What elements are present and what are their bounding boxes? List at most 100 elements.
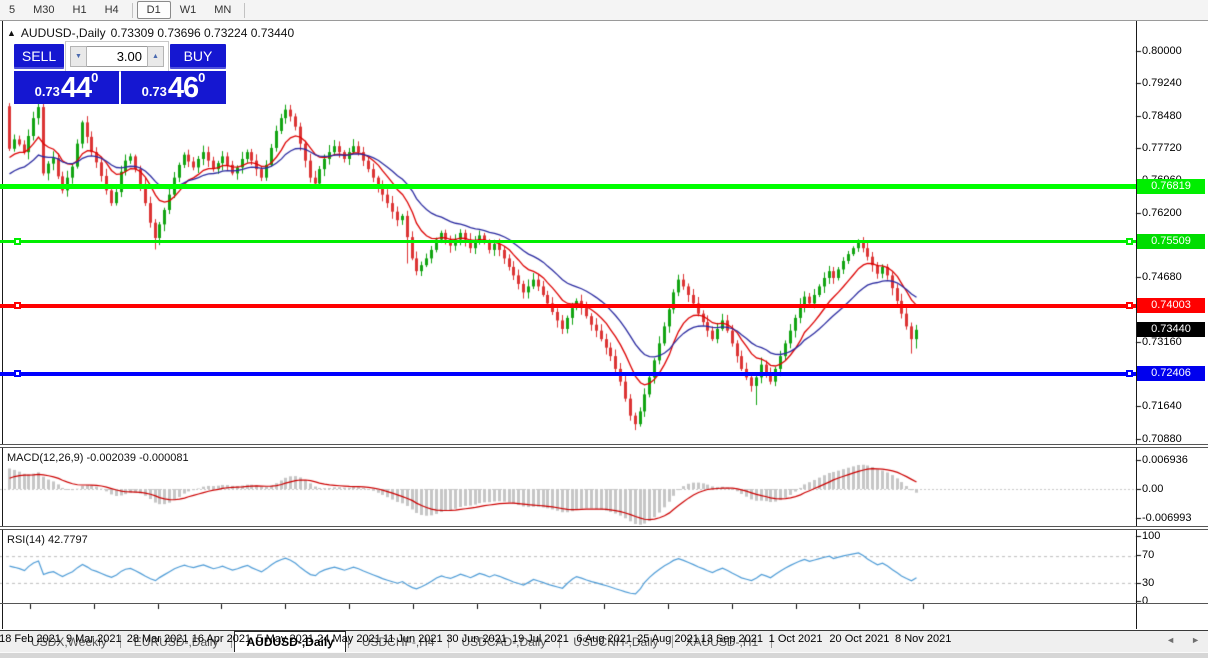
- horizontal-level-line-0.72406[interactable]: [0, 371, 1136, 376]
- tab-usdx-weekly[interactable]: USDX,Weekly: [31, 635, 107, 649]
- level-price-label: 0.74003: [1137, 298, 1205, 314]
- date-axis-label: 28 Mar 2021: [126, 633, 189, 645]
- tab-separator: [671, 635, 673, 648]
- volume-input[interactable]: [87, 46, 147, 67]
- tab-separator: [447, 635, 449, 648]
- timeframe-button-w1[interactable]: W1: [179, 3, 197, 16]
- tab-eurusd-daily[interactable]: EURUSD-,Daily: [133, 635, 219, 649]
- rsi-indicator-label: RSI(14) 42.7797: [7, 534, 88, 546]
- buy-button[interactable]: BUY: [170, 44, 226, 69]
- rsi-value: 42.7797: [47, 534, 88, 546]
- horizontal-level-line-0.74003[interactable]: [0, 303, 1136, 308]
- rsi-axis-tick: 70: [1142, 549, 1155, 561]
- date-axis-line: [0, 603, 1208, 604]
- tab-scroll-left-icon[interactable]: ◄: [1166, 635, 1176, 645]
- one-click-trading-panel: SELL ▼ ▲ BUY 0.73 44 0 0.73 46 0: [14, 42, 226, 104]
- trend-up-icon: ▲: [7, 28, 16, 38]
- date-axis-label: 25 Aug 2021: [637, 633, 699, 645]
- rsi-axis-tick: 30: [1142, 577, 1155, 589]
- tab-usdchf-h4[interactable]: USDCHF-,H4: [361, 635, 435, 649]
- macd-axis-tick: 0.006936: [1142, 454, 1188, 466]
- level-line-handle[interactable]: [1126, 238, 1133, 246]
- sell-button[interactable]: SELL: [14, 44, 64, 69]
- macd-pane-splitter[interactable]: [0, 444, 1208, 448]
- price-axis-tick: 0.77720: [1142, 141, 1182, 154]
- level-line-handle[interactable]: [14, 370, 21, 378]
- tab-separator: [231, 635, 233, 648]
- price-axis-tick: 0.79240: [1142, 77, 1182, 90]
- price-axis-tick: 0.70880: [1142, 432, 1182, 445]
- macd-indicator-label: MACD(12,26,9) -0.002039 -0.000081: [7, 452, 189, 464]
- date-axis-label: 18 Feb 2021: [0, 633, 61, 645]
- tab-usdcnh-daily[interactable]: USDCNH-,Daily: [573, 635, 659, 649]
- date-axis-label: 24 May 2021: [317, 633, 381, 645]
- timeframe-button-m30[interactable]: M30: [33, 3, 55, 16]
- volume-increase-button[interactable]: ▲: [147, 46, 164, 67]
- tab-usdcad-daily[interactable]: USDCAD-,Daily: [461, 635, 547, 649]
- rsi-axis-tick: 100: [1142, 530, 1161, 542]
- buy-price-prefix: 0.73: [141, 84, 167, 99]
- chart-tab-bar: USDX,Weekly EURUSD-,Daily AUDUSD-,Daily USD…: [0, 630, 1208, 652]
- timeframe-button-h4[interactable]: H4: [104, 3, 119, 16]
- chart-area: ▲ AUDUSD-,Daily 0.73309 0.73696 0.73224 …: [0, 21, 1208, 645]
- price-axis-tick: 0.80000: [1142, 45, 1182, 57]
- rsi-name: RSI(14): [7, 534, 45, 546]
- tab-scroll-buttons: ◄ ►: [1166, 635, 1200, 645]
- tab-separator: [119, 635, 121, 648]
- volume-spinner: ▼ ▲: [66, 42, 168, 71]
- timeframe-toolbar: 5 M30 H1 H4 D1 W1 MN: [0, 0, 1208, 21]
- date-axis-label: 5 May 2021: [256, 633, 314, 645]
- price-axis-tick: 0.73160: [1142, 335, 1182, 348]
- sell-price-prefix: 0.73: [34, 84, 60, 99]
- buy-price-display[interactable]: 0.73 46 0: [121, 71, 226, 104]
- tab-xauusd-h1[interactable]: XAUUSD-,H1: [685, 635, 759, 649]
- date-axis-label: 16 Apr 2021: [191, 633, 252, 645]
- date-axis-label: 6 Aug 2021: [576, 633, 633, 645]
- chart-ohlc-values: 0.73309 0.73696 0.73224 0.73440: [110, 26, 295, 40]
- price-axis-tick: 0.76200: [1142, 206, 1182, 219]
- price-axis-tick: 0.78480: [1142, 109, 1182, 122]
- level-price-label: 0.72406: [1137, 366, 1205, 382]
- macd-axis-tick: 0.00: [1142, 483, 1164, 495]
- level-line-handle[interactable]: [14, 302, 21, 310]
- tab-scroll-right-icon[interactable]: ►: [1191, 635, 1200, 645]
- horizontal-level-line-0.75509[interactable]: [0, 240, 1136, 244]
- chart-canvas[interactable]: [0, 21, 1208, 630]
- rsi-pane-splitter[interactable]: [0, 526, 1208, 530]
- macd-values: -0.002039 -0.000081: [86, 452, 189, 464]
- sell-price-display[interactable]: 0.73 44 0: [14, 71, 119, 104]
- level-line-handle[interactable]: [1126, 370, 1133, 378]
- chart-left-border: [2, 21, 3, 629]
- macd-axis-tick: -0.006993: [1142, 512, 1192, 524]
- status-strip: [0, 652, 1208, 658]
- tab-audusd-daily[interactable]: AUDUSD-,Daily: [234, 631, 346, 652]
- level-line-handle[interactable]: [1126, 302, 1133, 310]
- level-price-label: 0.75509: [1137, 234, 1205, 250]
- tab-separator: [559, 635, 561, 648]
- timeframe-button-h1[interactable]: H1: [72, 3, 87, 16]
- horizontal-level-line-0.76819[interactable]: [0, 183, 1136, 189]
- level-price-label: 0.76819: [1137, 178, 1205, 194]
- timeframe-button-mn[interactable]: MN: [214, 3, 232, 16]
- buy-price-big-digits: 46: [167, 72, 199, 104]
- date-axis-label: 8 Nov 2021: [895, 633, 952, 645]
- toolbar-separator: [131, 2, 133, 18]
- rsi-axis-tick: 0: [1142, 595, 1149, 607]
- volume-decrease-button[interactable]: ▼: [70, 46, 87, 67]
- current-price-label: 0.73440: [1137, 322, 1205, 338]
- date-axis-label: 20 Oct 2021: [829, 633, 890, 645]
- date-axis-label: 19 Jul 2021: [511, 633, 569, 645]
- buy-price-pipette: 0: [198, 70, 206, 85]
- timeframe-button-5[interactable]: 5: [9, 3, 16, 16]
- date-axis-label: 30 Jun 2021: [446, 633, 507, 645]
- date-axis-label: 13 Sep 2021: [700, 633, 763, 645]
- timeframe-button-d1[interactable]: D1: [136, 1, 171, 19]
- level-line-handle[interactable]: [14, 238, 21, 246]
- price-axis-tick: 0.71640: [1142, 400, 1182, 413]
- date-axis-label: 11 Jun 2021: [382, 633, 443, 645]
- sell-price-pipette: 0: [91, 70, 99, 85]
- sell-price-big-digits: 44: [60, 72, 92, 104]
- macd-name: MACD(12,26,9): [7, 452, 84, 464]
- tab-separator: [347, 635, 349, 648]
